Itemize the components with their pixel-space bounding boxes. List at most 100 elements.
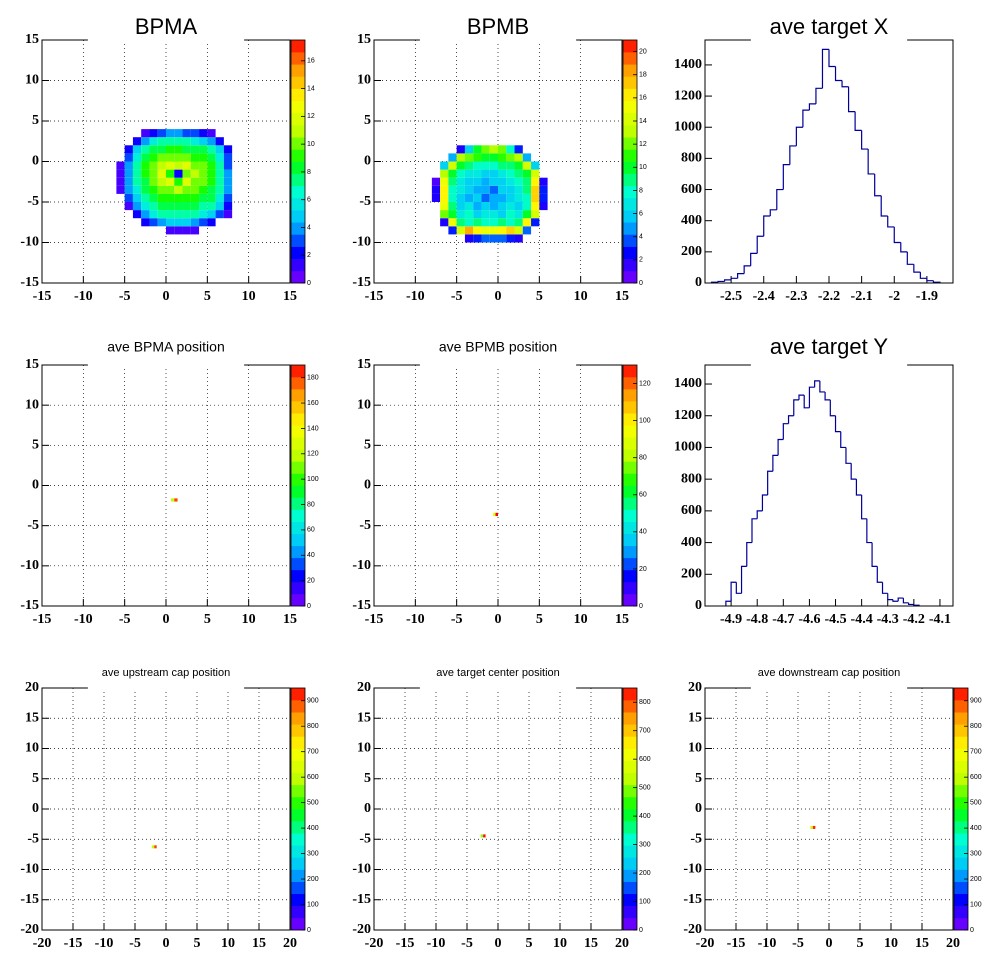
y-tick-label: -5 (27, 194, 39, 209)
color-band (291, 64, 305, 77)
color-band (291, 137, 305, 150)
heatmap-cell (431, 177, 441, 186)
y-tick-label: -5 (27, 518, 39, 533)
heatmap-cell (124, 185, 133, 194)
heatmap-cell (514, 210, 523, 219)
heatmap-cell (481, 226, 490, 235)
color-band (954, 821, 968, 834)
y-tick-label: 5 (364, 771, 371, 786)
heatmap-cell (498, 202, 507, 211)
heatmap-cell (473, 185, 482, 194)
heatmap-cell (174, 129, 183, 138)
heatmap-cell (149, 218, 158, 227)
heatmap-cell (539, 193, 548, 202)
x-tick-label: -1.9 (916, 289, 938, 304)
y-tick-label: 10 (357, 73, 371, 88)
heatmap-cell (149, 169, 158, 178)
heatmap-cell (473, 177, 482, 186)
heatmap-cell (166, 193, 175, 202)
color-band (291, 497, 305, 510)
color-band (623, 881, 637, 894)
y-tick-label: 15 (357, 32, 371, 47)
heatmap-cell (448, 210, 457, 219)
z-tick-label: 100 (307, 901, 319, 908)
title-box (419, 685, 577, 691)
color-band (291, 161, 305, 174)
heatmap-cell (498, 185, 507, 194)
heatmap-cell (151, 845, 155, 849)
x-tick-label: -4.5 (824, 612, 846, 627)
heatmap-cell (166, 129, 175, 138)
heatmap-cell (170, 498, 175, 502)
heatmap-cell (522, 202, 532, 211)
z-tick-label: 0 (307, 927, 311, 934)
heatmap-cell (522, 226, 532, 235)
heatmap-cell (149, 177, 158, 186)
color-band (954, 917, 968, 931)
heatmap-cell (506, 153, 515, 162)
histogram-bin (803, 395, 810, 409)
heatmap-cell (174, 193, 183, 202)
histogram-bin (861, 130, 869, 150)
heatmap-cell (190, 177, 200, 186)
heatmap-cell (514, 145, 523, 154)
color-band (954, 881, 968, 894)
heatmap-cell (132, 137, 142, 146)
y-tick-label: 15 (25, 710, 39, 725)
heatmap-cell (506, 193, 515, 202)
heatmap-cell (215, 210, 224, 219)
x-tick-label: 15 (584, 936, 598, 951)
color-band (954, 724, 968, 737)
heatmap-cell (182, 169, 191, 178)
histogram-bin (789, 145, 797, 165)
heatmap-cell (132, 202, 142, 211)
y-tick-label: -10 (20, 862, 39, 877)
color-band (291, 413, 305, 426)
x-tick-label: 5 (536, 612, 543, 627)
y-tick-label: 1400 (674, 376, 702, 391)
y-tick-label: 600 (681, 503, 702, 518)
histogram-bin (840, 431, 846, 449)
histogram-bin (855, 479, 862, 496)
heatmap-cell (489, 234, 498, 243)
z-tick-label: 8 (307, 169, 311, 176)
heatmap-cell (440, 169, 449, 178)
color-band (623, 246, 637, 259)
heatmap-cell (456, 169, 465, 178)
z-tick-label: 800 (970, 723, 982, 730)
heatmap-cell (223, 193, 233, 202)
z-tick-label: 120 (639, 380, 651, 387)
color-band (291, 700, 305, 713)
x-tick-label: 10 (884, 936, 898, 951)
histogram-bin (743, 265, 751, 274)
x-tick-label: 5 (194, 936, 201, 951)
heatmap-cell (132, 193, 142, 202)
histogram-bin (881, 582, 888, 594)
histogram-bin (776, 188, 784, 210)
heatmap-cell (182, 185, 191, 194)
heatmap-cell (166, 226, 175, 235)
x-tick-label: 10 (574, 612, 588, 627)
z-tick-label: 20 (639, 48, 647, 55)
heatmap-cell (473, 153, 482, 162)
title-box (87, 685, 245, 691)
z-tick-label: 40 (307, 552, 315, 559)
histogram-bin (819, 380, 826, 393)
histogram-bin (828, 49, 836, 68)
heatmap-cell (498, 169, 507, 178)
x-tick-label: -2.1 (851, 289, 873, 304)
y-tick-label: -10 (20, 235, 39, 250)
x-tick-label: 10 (242, 612, 256, 627)
color-band (623, 270, 637, 284)
color-band (291, 125, 305, 138)
color-band (954, 784, 968, 798)
y-tick-label: -10 (352, 235, 371, 250)
heatmap-cell (489, 177, 498, 186)
heatmap-cell (506, 161, 515, 170)
histogram-bin (756, 510, 763, 519)
x-tick-label: -20 (696, 936, 715, 951)
color-band (291, 593, 305, 607)
z-tick-label: 6 (307, 197, 311, 204)
x-tick-label: 20 (615, 936, 629, 951)
histogram-bin (717, 280, 725, 283)
